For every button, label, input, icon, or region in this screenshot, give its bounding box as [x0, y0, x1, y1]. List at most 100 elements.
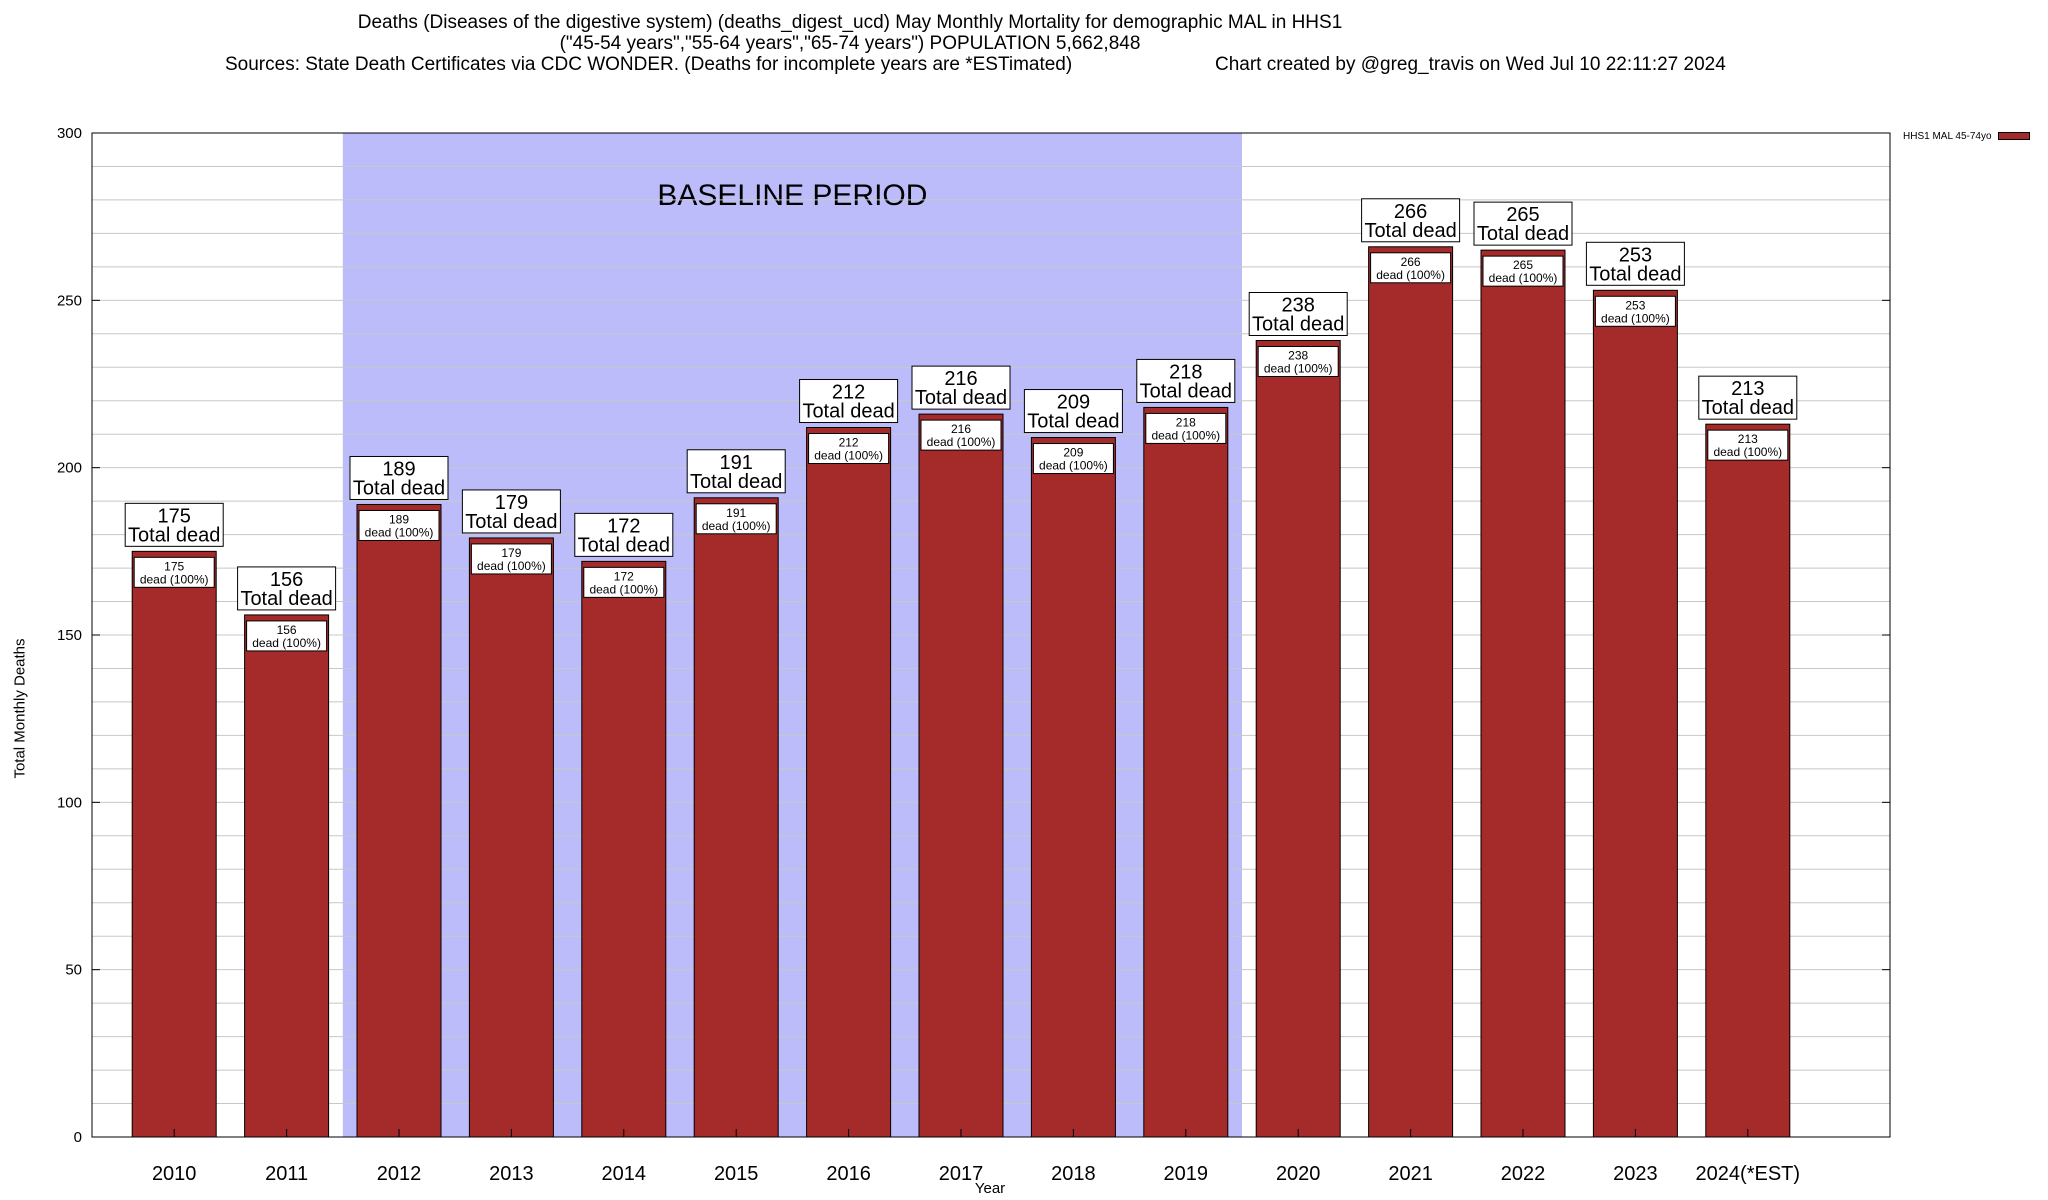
bar-top-label-box — [1585, 241, 1685, 286]
bar — [356, 503, 442, 1138]
bar — [468, 537, 554, 1138]
bar-inner-label-box — [1707, 429, 1789, 461]
bar-top-label: Total dead — [802, 401, 894, 423]
bar-top-label-box — [349, 455, 449, 500]
bar-inner-value: 265 — [1513, 258, 1533, 272]
bar-inner-label: dead (100%) — [1489, 271, 1558, 285]
bar-inner-value: 209 — [1063, 446, 1083, 460]
bar-inner-label: dead (100%) — [1713, 445, 1782, 459]
bar-top-label: Total dead — [1477, 223, 1569, 245]
bar-top-label: Total dead — [1140, 380, 1232, 402]
bar-top-value: 156 — [270, 569, 303, 591]
legend-entry-label: HHS1 MAL 45-74yo — [1903, 131, 1992, 142]
bar-inner-label: dead (100%) — [477, 559, 546, 573]
bar-top-label-box — [237, 566, 337, 611]
bar-inner-label-box — [1594, 295, 1676, 327]
bar-inner-label-box — [1032, 443, 1114, 475]
legend: HHS1 MAL 45-74yo — [1903, 131, 2030, 142]
bar-inner-value: 238 — [1288, 348, 1308, 362]
bar-top-value: 172 — [607, 515, 640, 537]
x-tick-label: 2021 — [1388, 1163, 1433, 1185]
bar-inner-label-box — [470, 543, 552, 575]
bar-top-value: 253 — [1619, 244, 1652, 266]
bar-top-label-box — [799, 379, 899, 424]
bar-inner-label: dead (100%) — [252, 636, 321, 650]
bar-inner-label-box — [920, 419, 1002, 451]
bar-inner-value: 216 — [951, 422, 971, 436]
bar-top-label: Total dead — [690, 471, 782, 493]
bar-inner-label-box — [133, 556, 215, 588]
bar-inner-value: 172 — [614, 569, 634, 583]
bar-top-label-box — [1136, 358, 1236, 403]
bar-top-label-box — [574, 512, 674, 557]
bar-inner-label-box — [1370, 252, 1452, 284]
bar-inner-label: dead (100%) — [140, 572, 209, 586]
bar-top-value: 175 — [158, 505, 191, 527]
x-tick-label: 2013 — [489, 1163, 534, 1185]
bar-inner-label: dead (100%) — [1376, 268, 1445, 282]
x-tick-label: 2014 — [602, 1163, 647, 1185]
x-tick-label: 2024(*EST) — [1696, 1163, 1801, 1185]
bar-inner-value: 179 — [501, 546, 521, 560]
bar-inner-value: 266 — [1401, 255, 1421, 269]
bar — [581, 560, 667, 1138]
bar-top-label-box — [461, 489, 561, 534]
bar-inner-value: 213 — [1738, 432, 1758, 446]
bar-inner-label: dead (100%) — [589, 582, 658, 596]
x-tick-label: 2015 — [714, 1163, 759, 1185]
bar — [1030, 437, 1116, 1138]
bar-inner-value: 212 — [839, 436, 859, 450]
bar-top-label: Total dead — [915, 387, 1007, 409]
bar-top-label: Total dead — [1589, 263, 1681, 285]
bar-top-label-box — [1023, 389, 1123, 434]
bar-inner-label: dead (100%) — [1039, 459, 1108, 473]
bar-inner-label: dead (100%) — [1264, 361, 1333, 375]
bar-inner-label-box — [1257, 345, 1339, 377]
bar-top-value: 189 — [382, 458, 415, 480]
bar — [131, 550, 217, 1138]
bar-inner-label: dead (100%) — [1601, 311, 1670, 325]
bar-top-value: 179 — [495, 492, 528, 514]
bar-inner-label-box — [358, 509, 440, 541]
bar-top-label: Total dead — [353, 477, 445, 499]
y-tick-label: 0 — [74, 1129, 82, 1146]
bar-top-label-box — [1473, 201, 1573, 246]
x-tick-label: 2020 — [1276, 1163, 1321, 1185]
bar — [806, 427, 892, 1138]
bar-top-label: Total dead — [465, 511, 557, 533]
bar-top-label-box — [1698, 375, 1798, 420]
bar-inner-label-box — [1145, 412, 1227, 444]
bar-top-value: 238 — [1282, 294, 1315, 316]
x-tick-label: 2022 — [1501, 1163, 1546, 1185]
bar-inner-label: dead (100%) — [702, 519, 771, 533]
bar-inner-label: dead (100%) — [365, 525, 434, 539]
x-tick-label: 2019 — [1164, 1163, 1209, 1185]
bar-top-value: 212 — [832, 382, 865, 404]
x-tick-label: 2011 — [265, 1163, 308, 1185]
bar-inner-label: dead (100%) — [927, 435, 996, 449]
bar — [1255, 339, 1341, 1138]
chart-title-line-2: ("45-54 years","55-64 years","65-74 year… — [559, 33, 1141, 54]
legend-swatch — [1997, 132, 2030, 141]
bar — [918, 413, 1004, 1138]
bar-inner-value: 191 — [726, 506, 746, 520]
bar-top-label-box — [1361, 198, 1461, 243]
bar — [1368, 246, 1454, 1138]
bar-top-label: Total dead — [578, 534, 670, 556]
baseline-period-label: BASELINE PERIOD — [657, 179, 927, 212]
bar-top-value: 191 — [720, 452, 753, 474]
bar-inner-label-box — [246, 620, 328, 652]
bar-inner-value: 189 — [389, 512, 409, 526]
bar — [1705, 423, 1791, 1138]
chart-title-line-1: Deaths (Diseases of the digestive system… — [357, 12, 1343, 33]
bar-top-label: Total dead — [1364, 220, 1456, 242]
bar-inner-label-box — [1482, 255, 1564, 287]
bar-top-value: 266 — [1394, 201, 1427, 223]
bar — [693, 497, 779, 1138]
bar-inner-value: 175 — [164, 559, 184, 573]
bar-top-value: 216 — [944, 368, 977, 390]
chart-source-text: Sources: State Death Certificates via CD… — [225, 54, 1073, 75]
bar-top-label-box — [686, 449, 786, 494]
bar-inner-label-box — [808, 433, 890, 465]
bar-inner-value: 253 — [1625, 298, 1645, 312]
